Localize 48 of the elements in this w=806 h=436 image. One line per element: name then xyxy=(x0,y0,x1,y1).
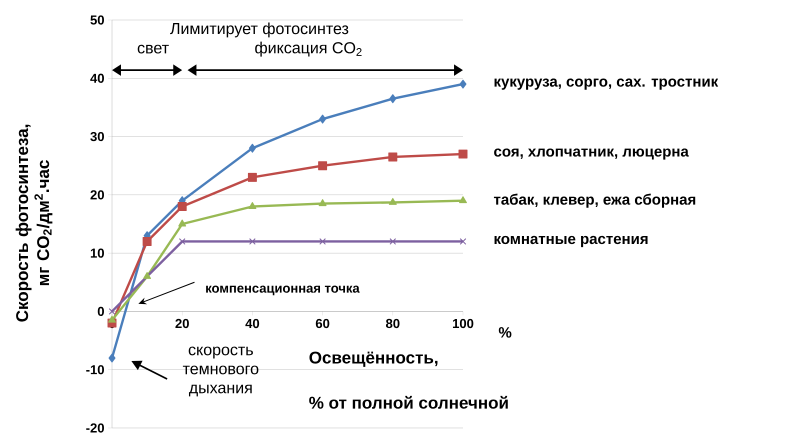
point xyxy=(318,199,327,206)
x-tick-label: 80 xyxy=(386,318,400,328)
point xyxy=(389,94,396,104)
point xyxy=(108,316,116,323)
y-tick-label: 10 xyxy=(90,248,104,258)
point xyxy=(248,202,256,210)
y-tick-label: -10 xyxy=(86,365,104,374)
annotation: компенсационная точка xyxy=(206,286,360,296)
point xyxy=(460,80,466,89)
point xyxy=(460,238,466,245)
series-label: комнатные растения xyxy=(494,236,648,248)
x-axis-title: Освещённость, xyxy=(309,352,438,367)
point xyxy=(318,161,328,170)
x-tick-label: 20 xyxy=(175,318,189,328)
point xyxy=(178,202,187,212)
point xyxy=(108,354,116,363)
series-label: табак, клевер, ежа сборная xyxy=(494,194,696,208)
annotation: скорость темнового дыхания xyxy=(182,346,258,396)
point xyxy=(178,220,186,227)
point xyxy=(319,114,326,124)
point xyxy=(249,238,256,245)
annotation: % от полной солнечной xyxy=(309,396,508,409)
point xyxy=(248,172,257,182)
point xyxy=(142,237,152,246)
point xyxy=(459,196,467,204)
annotation: Лимитирует фотосинтез xyxy=(170,22,348,38)
point xyxy=(388,198,397,205)
y-tick-label: 20 xyxy=(90,190,104,200)
x-tick-label: 40 xyxy=(245,318,260,328)
point xyxy=(248,144,256,153)
y-tick-label: 30 xyxy=(90,132,104,142)
text: % xyxy=(498,327,512,338)
y-tick-label: 40 xyxy=(90,74,104,83)
annotation: фиксация CO$_{2}$ xyxy=(255,42,362,57)
point xyxy=(389,238,396,245)
point xyxy=(143,272,152,279)
y-tick-label: 50 xyxy=(90,15,104,25)
point xyxy=(388,152,398,162)
y-tick-label: -20 xyxy=(86,423,104,433)
series-label: кукуруза, сорго, сах. тростник xyxy=(494,78,718,90)
y-tick-label: 0 xyxy=(98,306,104,316)
point xyxy=(319,238,326,245)
point xyxy=(458,150,468,159)
point xyxy=(108,308,116,315)
x-tick-label: 100 xyxy=(452,318,474,328)
x-tick-label: 60 xyxy=(316,318,330,328)
series-label: соя, хлопчатник, люцерна xyxy=(494,148,689,160)
annotation: свет xyxy=(138,44,169,54)
